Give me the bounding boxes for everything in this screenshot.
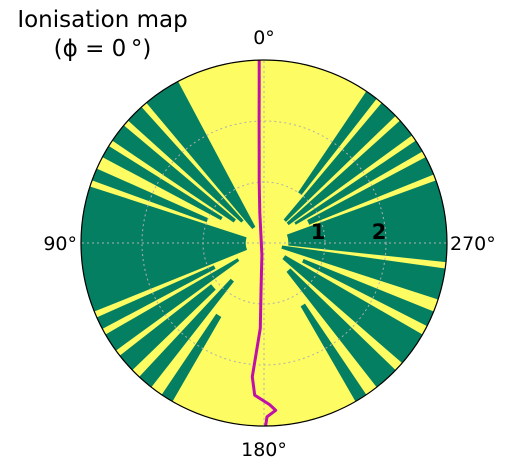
polar-frame [80,59,448,427]
neutral-wedge [96,265,216,329]
chart-title-line2: (ϕ = 0 °) [53,36,152,62]
boundary-curve-group [250,60,278,426]
neutral-wedge [307,157,434,225]
chart-title: Ionisation map (ϕ = 0 °) [0,6,205,64]
angular-tick-label: 90° [43,233,77,255]
angular-tick-label: 0° [253,27,275,49]
neutral-wedge [139,278,234,388]
chart-title-line1: Ionisation map [17,7,188,33]
neutral-wedge [282,255,423,364]
neutral-wedge [128,107,244,223]
neutral-wedge [119,284,216,371]
neutral-wedge [161,313,222,402]
neutral-wedge [102,146,223,221]
neutral-wedges [81,81,447,402]
angular-tick-labels: 0° 90° 180° 270° [43,27,495,461]
neutral-wedge [286,120,413,226]
neutral-wedge [302,258,434,327]
neutral-wedge [283,102,396,222]
neutral-wedge [146,81,256,229]
radial-ring-label: 2 [372,220,387,244]
neutral-wedge [286,268,396,388]
neutral-wedge [105,258,240,351]
neutral-wedge [112,125,236,223]
neutral-wedge [298,91,377,195]
radial-ring-label: 1 [311,220,326,244]
angular-tick-label: 180° [241,439,287,461]
neutral-wedge [81,186,248,312]
angular-tick-label: 270° [450,233,496,255]
ionisation-boundary-curve [250,60,278,426]
neutral-wedge [286,180,447,263]
neutral-wedge [294,140,423,225]
neutral-wedge [92,168,209,223]
neutral-wedge [300,303,367,402]
